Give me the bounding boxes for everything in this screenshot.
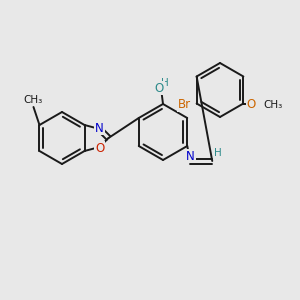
Text: CH₃: CH₃ <box>24 95 43 105</box>
Text: O: O <box>154 82 164 94</box>
Text: O: O <box>95 142 104 154</box>
Text: H: H <box>161 78 169 88</box>
Text: H: H <box>214 148 222 158</box>
Text: O: O <box>247 98 256 111</box>
Text: N: N <box>186 149 195 163</box>
Text: Br: Br <box>178 98 191 111</box>
Text: N: N <box>95 122 104 134</box>
Text: CH₃: CH₃ <box>263 100 283 110</box>
